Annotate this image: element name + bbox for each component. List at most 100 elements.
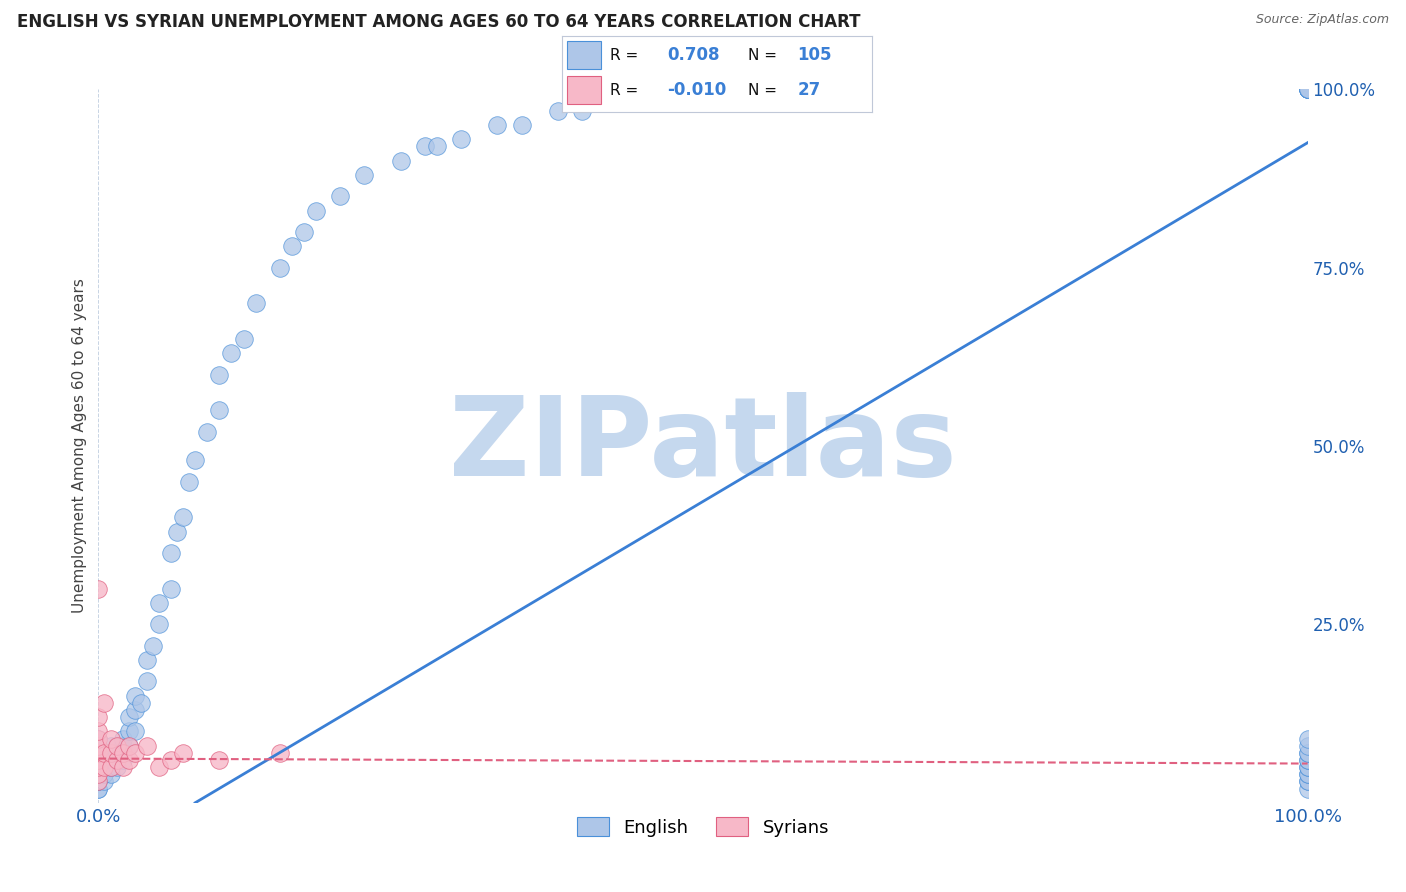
Point (142, 639, 165, 653)
Point (1296, 753, 1319, 767)
Point (93, 696, 115, 710)
Point (172, 746, 194, 760)
Point (87, 753, 110, 767)
Point (105, 739, 128, 753)
Point (148, 596, 170, 610)
Point (87, 739, 110, 753)
Point (87, 731, 110, 746)
Text: -0.010: -0.010 (668, 81, 727, 99)
Point (118, 710, 141, 724)
Point (97, 760, 120, 774)
Text: N =: N = (748, 48, 778, 63)
Point (87, 774, 110, 789)
Point (118, 739, 141, 753)
Point (1296, 82, 1319, 96)
Point (100, 760, 122, 774)
Point (179, 475, 201, 489)
Point (389, 153, 412, 168)
Point (100, 746, 122, 760)
Text: Source: ZipAtlas.com: Source: ZipAtlas.com (1256, 13, 1389, 27)
Point (305, 203, 328, 218)
Point (269, 746, 291, 760)
Point (329, 189, 352, 203)
Point (1296, 774, 1319, 789)
Point (160, 753, 183, 767)
Point (87, 781, 110, 796)
Point (111, 746, 134, 760)
Point (172, 510, 194, 524)
Point (87, 731, 110, 746)
Point (87, 739, 110, 753)
Point (87, 753, 110, 767)
Point (571, 103, 593, 118)
Point (124, 703, 146, 717)
Point (208, 368, 231, 382)
Point (87, 774, 110, 789)
Y-axis label: Unemployment Among Ages 60 to 64 years: Unemployment Among Ages 60 to 64 years (72, 278, 87, 614)
Point (124, 746, 146, 760)
Point (87, 767, 110, 781)
Point (1296, 760, 1319, 774)
Point (100, 746, 122, 760)
Point (1296, 82, 1319, 96)
Point (87, 746, 110, 760)
Point (245, 296, 267, 310)
Point (87, 760, 110, 774)
Text: 105: 105 (797, 46, 832, 64)
Point (292, 225, 315, 239)
Point (129, 696, 152, 710)
Point (87, 774, 110, 789)
Text: 27: 27 (797, 81, 821, 99)
Point (87, 753, 110, 767)
Point (148, 760, 170, 774)
Point (87, 710, 110, 724)
Point (93, 760, 115, 774)
Point (87, 739, 110, 753)
Point (100, 760, 122, 774)
Text: ZIPatlas: ZIPatlas (449, 392, 957, 500)
Point (105, 739, 128, 753)
Point (1296, 82, 1319, 96)
Point (692, 86, 714, 100)
Point (105, 753, 128, 767)
Point (87, 760, 110, 774)
Point (87, 760, 110, 774)
Point (93, 760, 115, 774)
Point (105, 753, 128, 767)
Point (221, 346, 243, 360)
Point (166, 524, 188, 539)
Point (111, 760, 134, 774)
Point (195, 425, 218, 439)
Point (595, 96, 617, 111)
Point (101, 753, 124, 767)
Point (486, 118, 509, 132)
FancyBboxPatch shape (567, 41, 602, 70)
Point (93, 753, 115, 767)
Point (1296, 781, 1319, 796)
Legend: English, Syrians: English, Syrians (569, 810, 837, 844)
Point (1296, 739, 1319, 753)
Point (1296, 746, 1319, 760)
Point (1296, 82, 1319, 96)
Point (631, 89, 654, 103)
Point (510, 118, 533, 132)
Point (87, 724, 110, 739)
Point (160, 582, 183, 596)
Point (108, 746, 131, 760)
Point (118, 724, 141, 739)
Point (118, 739, 141, 753)
Text: 0.708: 0.708 (668, 46, 720, 64)
Point (148, 617, 170, 632)
Point (135, 739, 157, 753)
Point (100, 739, 122, 753)
Point (269, 260, 291, 275)
Point (208, 403, 231, 417)
Point (87, 781, 110, 796)
Point (87, 767, 110, 781)
Point (1296, 760, 1319, 774)
Point (1296, 774, 1319, 789)
Point (1296, 82, 1319, 96)
Point (87, 746, 110, 760)
Point (232, 332, 254, 346)
Point (93, 774, 115, 789)
